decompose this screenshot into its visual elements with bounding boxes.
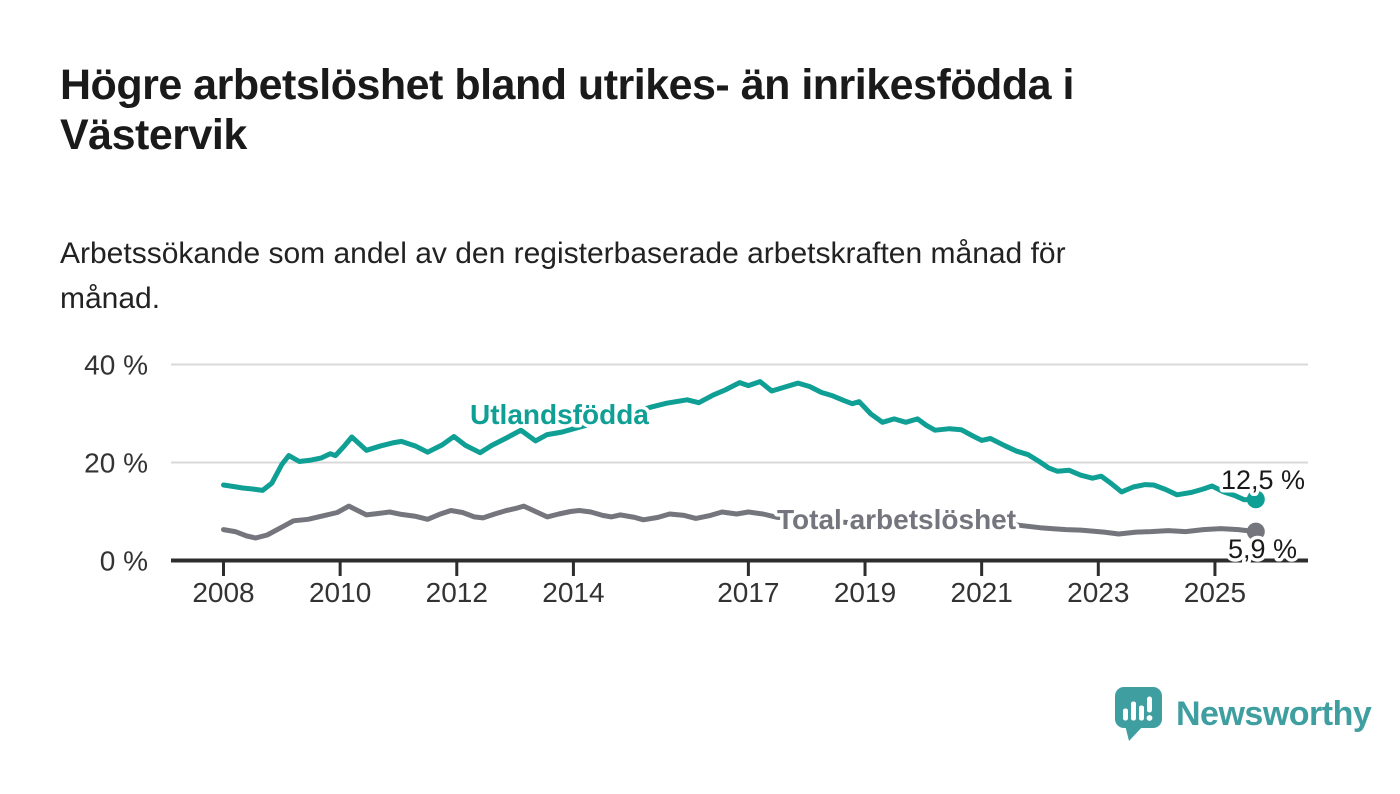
series-label-total-arbetsloshet: Total arbetslöshet [777, 504, 1016, 535]
series-end-dot-total [1246, 522, 1265, 541]
x-tick-label: 2025 [1184, 577, 1246, 608]
end-value-label-utlandsfodda: 12,5 % [1221, 465, 1305, 495]
data-series [221, 379, 1265, 541]
page-title: Högre arbetslöshet bland utrikes- än inr… [60, 60, 1320, 161]
subtitle-line-2: månad. [60, 282, 161, 315]
series-end-dot-utlandsfodda [1246, 490, 1265, 509]
y-tick-label: 40 % [84, 350, 148, 381]
y-tick-label: 0 % [100, 546, 148, 577]
x-tick-label: 2014 [542, 577, 604, 608]
x-tick-label: 2023 [1067, 577, 1129, 608]
title-line-1: Högre arbetslöshet bland utrikes- än inr… [60, 61, 1074, 109]
y-tick-label: 20 % [84, 448, 148, 479]
x-tick-label: 2021 [951, 577, 1013, 608]
x-tick-label: 2017 [717, 577, 779, 608]
chart-subtitle: Arbetssökande som andel av den registerb… [60, 231, 1320, 321]
gridlines [171, 363, 1308, 464]
x-tick-label: 2019 [834, 577, 896, 608]
x-tick-label: 2012 [426, 577, 488, 608]
subtitle-line-1: Arbetssökande som andel av den registerb… [60, 237, 1066, 270]
brand-name: Newsworthy [1176, 694, 1372, 733]
x-axis [171, 558, 1308, 576]
x-tick-label: 2008 [192, 577, 254, 608]
title-line-2: Västervik [60, 111, 247, 160]
series-line-utlandsfodda [221, 379, 1259, 503]
speech-bubble-bar-chart-icon [1115, 687, 1162, 741]
series-line-total [221, 503, 1259, 541]
chart-labels: 40 % 20 % 0 % 2008 2010 2012 2014 2017 2019 2021 2… [84, 350, 1308, 609]
end-value-label-total: 5,9 % [1228, 534, 1297, 564]
newsworthy-logo: Newsworthy [1113, 685, 1372, 743]
x-tick-label: 2010 [309, 577, 371, 608]
series-label-utlandsfodda: Utlandsfödda [470, 399, 649, 430]
